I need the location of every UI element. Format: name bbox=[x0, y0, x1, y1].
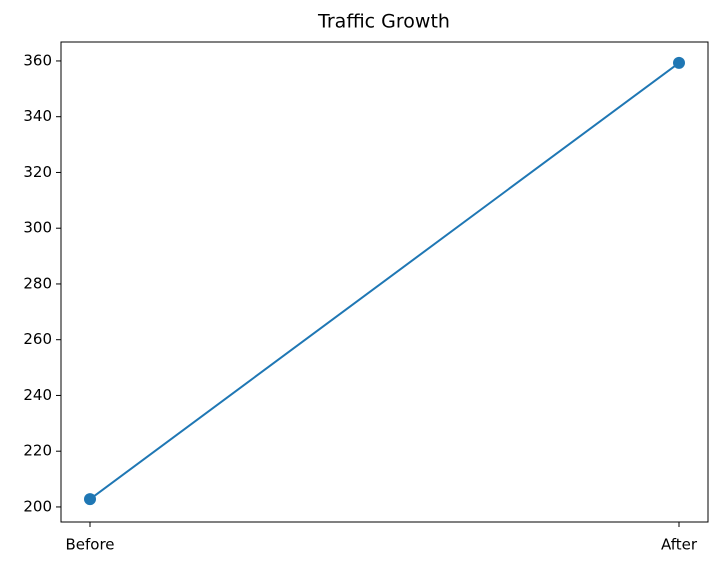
y-tick-label: 340 bbox=[23, 107, 52, 125]
y-tick-label: 200 bbox=[23, 497, 52, 515]
data-line bbox=[89, 62, 680, 500]
x-tick-label: After bbox=[661, 536, 698, 554]
y-tick-label: 220 bbox=[23, 442, 52, 460]
data-point bbox=[673, 56, 685, 69]
y-tick-label: 260 bbox=[23, 330, 52, 348]
y-tick-label: 300 bbox=[23, 219, 52, 237]
x-tick-label: Before bbox=[65, 536, 114, 554]
y-tick-label: 280 bbox=[23, 274, 52, 292]
plot-frame bbox=[60, 41, 709, 523]
y-tick-label: 240 bbox=[23, 386, 52, 404]
y-tick-label: 360 bbox=[23, 51, 52, 69]
chart-title: Traffic Growth bbox=[317, 11, 450, 33]
y-tick-label: 320 bbox=[23, 163, 52, 181]
data-point bbox=[84, 493, 96, 506]
